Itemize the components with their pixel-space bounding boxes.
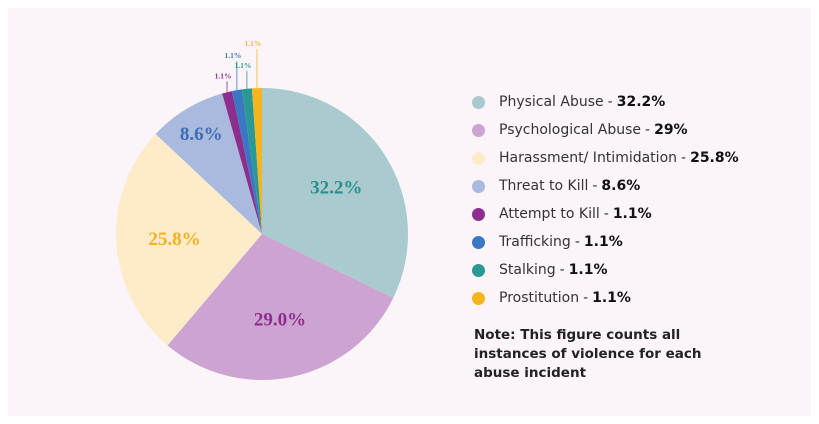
chart-panel: 32.2% 29.0% 25.8% 8.6% 1.1% 1.1% 1.1% 1.1% Phys… bbox=[8, 8, 811, 416]
legend-separator: - bbox=[681, 150, 687, 166]
legend-value: 32.2% bbox=[616, 94, 666, 110]
legend-name: Attempt to Kill bbox=[499, 206, 600, 222]
slice-label: 1.1% bbox=[234, 61, 251, 70]
legend: Physical Abuse -32.2% Psychological Abuse -… bbox=[472, 88, 739, 312]
legend-separator: - bbox=[559, 262, 565, 278]
legend-name: Stalking bbox=[499, 262, 556, 278]
legend-marker bbox=[472, 123, 485, 137]
pie-slice bbox=[262, 88, 409, 298]
legend-name: Harassment/ Intimidation bbox=[499, 150, 678, 166]
legend-marker bbox=[472, 291, 485, 305]
legend-marker bbox=[472, 235, 485, 249]
legend-entry: Psychological Abuse -29% bbox=[472, 116, 739, 144]
legend-value: 29% bbox=[654, 122, 688, 138]
pie-slice bbox=[251, 88, 262, 234]
legend-name: Physical Abuse bbox=[499, 94, 604, 110]
legend-separator: - bbox=[592, 178, 598, 194]
slice-label: 1.1% bbox=[215, 71, 232, 80]
legend-entry: Stalking -1.1% bbox=[472, 256, 739, 284]
legend-marker bbox=[472, 263, 485, 277]
slice-label: 1.1% bbox=[224, 51, 241, 60]
slice-label: 1.1% bbox=[245, 39, 262, 48]
legend-name: Threat to Kill bbox=[499, 178, 589, 194]
legend-value: 1.1% bbox=[583, 234, 623, 250]
legend-separator: - bbox=[583, 290, 589, 306]
legend-value: 1.1% bbox=[612, 206, 652, 222]
chart: 32.2%29.0%25.8%8.6%1.1%1.1%1.1%1.1% bbox=[115, 39, 409, 381]
legend-name: Prostitution bbox=[499, 290, 580, 306]
legend-value: 25.8% bbox=[690, 150, 739, 166]
pie-slice bbox=[167, 234, 394, 381]
legend-separator: - bbox=[603, 206, 609, 222]
slice-label: 32.2% bbox=[310, 178, 362, 199]
legend-marker bbox=[472, 207, 485, 221]
legend-separator: - bbox=[645, 122, 651, 138]
legend-marker bbox=[472, 95, 485, 109]
legend-entry: Threat to Kill -8.6% bbox=[472, 172, 739, 200]
legend-marker bbox=[472, 179, 485, 193]
slice-label: 8.6% bbox=[180, 124, 223, 145]
legend-entry: Harassment/ Intimidation -25.8% bbox=[472, 144, 739, 172]
legend-separator: - bbox=[607, 94, 613, 110]
slice-label: 29.0% bbox=[254, 310, 306, 331]
legend-entry: Attempt to Kill -1.1% bbox=[472, 200, 739, 228]
legend-entry: Trafficking -1.1% bbox=[472, 228, 739, 256]
slice-label: 25.8% bbox=[148, 229, 200, 250]
legend-marker bbox=[472, 151, 485, 165]
pie-slice bbox=[155, 93, 262, 234]
pie-slice bbox=[241, 88, 262, 234]
legend-name: Psychological Abuse bbox=[499, 122, 642, 138]
legend-value: 8.6% bbox=[601, 178, 641, 194]
pie-slice bbox=[231, 89, 262, 234]
pie-slice bbox=[115, 134, 262, 346]
legend-name: Trafficking bbox=[499, 234, 571, 250]
note: Note: This figure counts all instances o… bbox=[474, 327, 702, 381]
legend-separator: - bbox=[574, 234, 580, 250]
legend-entry: Prostitution -1.1% bbox=[472, 284, 739, 312]
legend-value: 1.1% bbox=[568, 262, 608, 278]
legend-value: 1.1% bbox=[592, 290, 631, 306]
legend-entry: Physical Abuse -32.2% bbox=[472, 88, 739, 116]
pie-slice bbox=[222, 91, 262, 234]
